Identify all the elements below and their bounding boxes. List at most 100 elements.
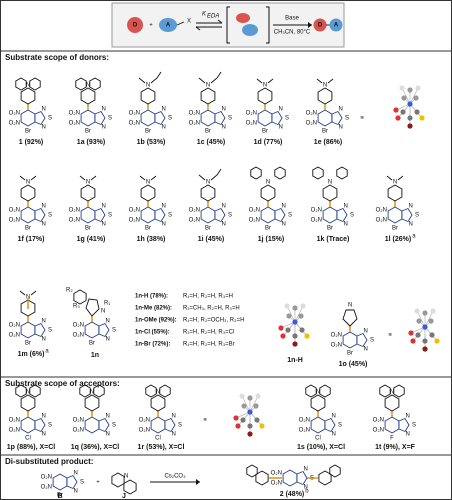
atom-3d (428, 318, 434, 324)
label: CH₃CN, 80°C (274, 30, 311, 36)
variant-subs: R₁=H, R₂=H, R₃=Cl (183, 330, 234, 336)
ring (52, 473, 68, 491)
label: N (162, 125, 166, 131)
compound-label: 1p (88%), X=Cl (7, 444, 55, 451)
ring (282, 469, 298, 487)
label: Br (205, 129, 211, 135)
compound-label: 1s (10%), X=Cl (297, 444, 345, 451)
label: Br (347, 351, 353, 357)
variant-subs: R₁=H, R₂=H, R₃=Br (183, 342, 235, 348)
label: N (42, 337, 46, 343)
ring (20, 321, 36, 339)
variant-name: 1n-Br (72%): (135, 342, 170, 348)
footnote-mark: a (45, 349, 49, 355)
ring (401, 207, 413, 223)
label: N (409, 204, 413, 210)
atom-3d (416, 318, 422, 324)
bond (150, 77, 158, 84)
label: S (168, 213, 172, 219)
label: N (102, 204, 106, 210)
ring (393, 384, 405, 398)
compound-label: 1f (17%) (18, 236, 45, 243)
ring (274, 207, 286, 223)
label: O₂N (9, 208, 20, 214)
atom-3d (233, 415, 239, 421)
ring (329, 464, 341, 478)
label: N (86, 180, 90, 186)
atom-3d (247, 423, 253, 429)
atom-3d (259, 423, 265, 429)
label: O₂N (189, 218, 200, 224)
label: N (106, 414, 110, 420)
bond (19, 175, 26, 181)
atom-3d (278, 325, 284, 331)
bond (386, 175, 393, 181)
ring (398, 417, 410, 433)
label: Br (25, 226, 31, 232)
label: N (162, 107, 166, 113)
compound-label: 1h (38%) (137, 236, 166, 243)
compound-label: 1l (26%) (385, 236, 411, 243)
ring (246, 464, 258, 478)
bond (241, 395, 251, 413)
label: S (370, 338, 374, 344)
variant-name: 1n-Me (82%): (135, 306, 172, 312)
atom-3d (292, 319, 298, 325)
ring (387, 184, 403, 202)
label: K (202, 12, 207, 18)
ring (75, 77, 87, 91)
atom-3d (422, 338, 428, 344)
ring (34, 110, 46, 126)
ring (384, 394, 400, 412)
label: O₂N (129, 218, 140, 224)
compound-label: 1i (45%) (198, 236, 224, 243)
ring (257, 109, 273, 127)
label: J (122, 493, 126, 500)
ring (342, 309, 358, 327)
ring (34, 207, 46, 223)
label: N (406, 414, 410, 420)
bond (210, 77, 218, 84)
ring (250, 166, 262, 180)
variant-name: 1n-Cl (55%): (135, 330, 170, 336)
atom-3d (235, 423, 241, 429)
label: O₂N (373, 418, 384, 424)
ring (84, 394, 100, 412)
ring (98, 322, 110, 338)
atom-3d (399, 85, 405, 91)
ring (123, 479, 137, 495)
label: R₁ (104, 301, 110, 307)
label: N (339, 107, 343, 113)
label: N (222, 107, 226, 113)
label: O₂N (311, 208, 322, 214)
bond (409, 87, 419, 105)
label: N (304, 467, 308, 473)
ring (20, 87, 36, 105)
atom-3d (285, 327, 291, 333)
label: O₂N (73, 418, 84, 424)
bond (90, 175, 97, 181)
label: N (206, 180, 210, 186)
atom-3d (241, 403, 247, 409)
label: O₂N (331, 333, 342, 339)
label: N (364, 347, 368, 353)
atom-3d (401, 95, 407, 101)
compound-label: 1j (15%) (258, 236, 284, 243)
atom-3d (300, 303, 306, 309)
ring (154, 207, 166, 223)
label: N (26, 390, 30, 396)
label: O₂N (306, 111, 317, 117)
ring (140, 87, 156, 105)
label: O₂N (69, 218, 80, 224)
bond (294, 305, 304, 323)
ring (255, 470, 269, 486)
label: S (108, 213, 112, 219)
atom-3d (286, 313, 292, 319)
ring (15, 77, 27, 91)
label: N (222, 204, 226, 210)
compound-label: 1o (45%) (339, 361, 368, 368)
label: N (106, 319, 110, 325)
bond (30, 175, 37, 181)
ring (260, 184, 276, 202)
